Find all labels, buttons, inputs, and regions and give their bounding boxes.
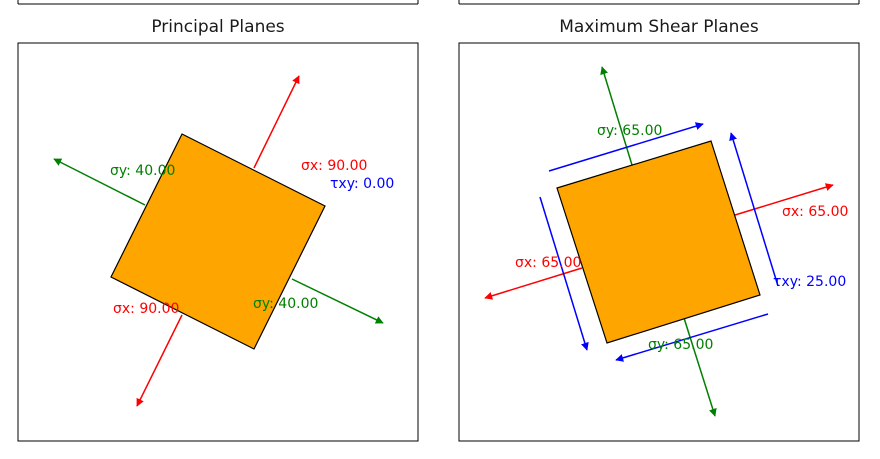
panel-title: Principal Planes (151, 17, 284, 37)
shear-arrow-right (729, 132, 779, 287)
tau-xy-label: τxy: 0.00 (330, 176, 394, 192)
shear-arrow-top (548, 122, 704, 172)
shear-arrow-left (539, 196, 589, 351)
sigma-y-label-bottom: σy: 65.00 (648, 337, 713, 353)
sigma-y-label-top: σy: 65.00 (597, 123, 662, 139)
sigma-y-label-right: σy: 40.00 (253, 296, 318, 312)
sigma-y-arrow-bottom (683, 317, 717, 417)
sigma-x-arrow-right (734, 183, 834, 216)
stress-element (110, 133, 326, 350)
sigma-x-label-lower: σx: 90.00 (113, 301, 179, 317)
sigma-y-label-left: σy: 40.00 (110, 163, 175, 179)
sigma-x-arrow-lower (136, 314, 183, 407)
max-shear-planes-panel: Maximum Shear Planes σy: 65.00 σx: 65.00… (458, 17, 860, 442)
sigma-x-label-left: σx: 65.00 (515, 255, 581, 271)
sigma-x-arrow-upper (253, 75, 300, 169)
sigma-x-label-right: σx: 65.00 (782, 204, 848, 220)
sigma-y-arrow-top (600, 66, 633, 166)
sigma-y-arrow-left (53, 158, 146, 206)
shear-arrow-bottom (615, 313, 769, 362)
stress-element (556, 140, 761, 344)
tau-xy-label: τxy: 25.00 (773, 274, 846, 290)
principal-planes-panel: Principal Planes σx: 90.00 τxy: 0.00 σy:… (17, 17, 419, 442)
sigma-y-arrow-right (291, 278, 384, 324)
sigma-x-label-upper: σx: 90.00 (301, 158, 367, 174)
sigma-x-arrow-left (484, 267, 583, 300)
panel-title: Maximum Shear Planes (559, 17, 759, 37)
